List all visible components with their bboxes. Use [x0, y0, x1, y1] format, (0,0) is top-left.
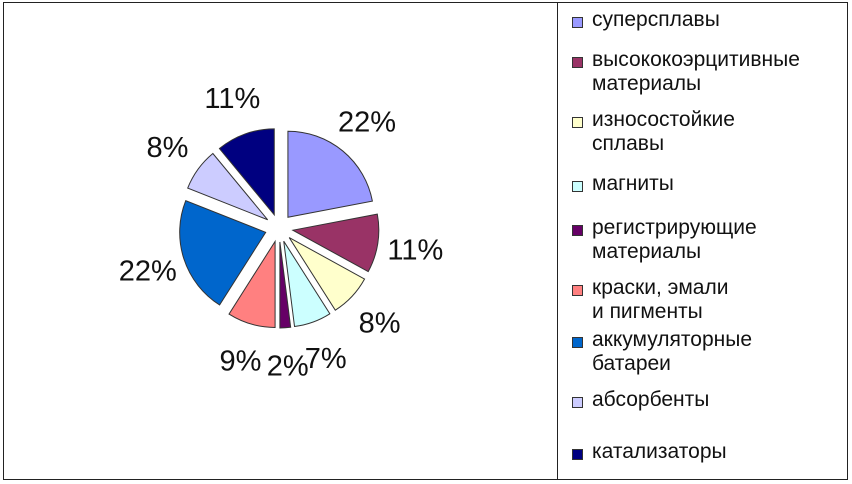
legend-label: суперсплавы [592, 8, 720, 31]
pie-slice-superalloys [287, 130, 373, 218]
legend-label: высококоэрцитивные материалы [592, 48, 800, 95]
chart-frame [3, 2, 848, 480]
legend-item-magnets: магниты [572, 172, 842, 196]
legend-label: аккумуляторные батареи [592, 328, 753, 375]
legend-label: регистрирующие материалы [592, 216, 757, 263]
legend-item-wear-resistant-alloys: износостойкие сплавы [572, 108, 842, 156]
legend-swatch [572, 225, 583, 236]
legend-item-batteries: аккумуляторные батареи [572, 328, 842, 376]
data-label-batteries: 22% [119, 256, 177, 288]
legend-label: износостойкие сплавы [592, 108, 735, 155]
data-label-magnets: 7% [305, 343, 347, 375]
data-label-wear-resistant-alloys: 8% [359, 308, 401, 340]
pie-slice-absorbents [187, 152, 269, 221]
legend-label: магниты [592, 172, 674, 195]
legend-swatch [572, 397, 583, 408]
data-label-absorbents: 8% [146, 132, 188, 164]
data-label-high-coercive-materials: 11% [387, 235, 443, 267]
legend-item-recording-materials: регистрирующие материалы [572, 216, 842, 264]
data-label-catalysts: 11% [204, 83, 260, 115]
legend-label: абсорбенты [592, 388, 710, 411]
legend-swatch [572, 285, 583, 296]
legend-swatch [572, 57, 583, 68]
legend-swatch [572, 449, 583, 460]
pie-slice-high-coercive-materials [291, 213, 380, 273]
legend-label: катализаторы [592, 440, 727, 463]
data-label-superalloys: 22% [338, 107, 396, 139]
pie-slice-catalysts [218, 128, 275, 217]
pie-slice-paints-enamels-pigments [228, 239, 276, 328]
legend-swatch [572, 181, 583, 192]
pie-slice-wear-resistant-alloys [288, 237, 366, 311]
legend-label: краски, эмали и пигменты [592, 276, 729, 323]
pie-slice-batteries [179, 200, 267, 306]
legend-item-superalloys: суперсплавы [572, 8, 842, 32]
legend: суперсплавы высококоэрцитивные материалы… [557, 2, 848, 480]
legend-swatch [572, 17, 583, 28]
data-label-paints-enamels-pigments: 9% [220, 346, 262, 378]
legend-item-paints-enamels-pigments: краски, эмали и пигменты [572, 276, 842, 324]
legend-swatch [572, 337, 583, 348]
legend-item-high-coercive-materials: высококоэрцитивные материалы [572, 48, 842, 96]
pie-chart: 22% 11% 8% 7%2%9% 22% 8% 11% [119, 83, 443, 383]
legend-item-catalysts: катализаторы [572, 440, 842, 464]
pie-slice-magnets [283, 240, 331, 328]
legend-item-absorbents: абсорбенты [572, 388, 842, 412]
pie-slice-recording-materials [279, 241, 292, 329]
legend-swatch [572, 117, 583, 128]
data-label-recording-materials: 2% [267, 351, 309, 383]
